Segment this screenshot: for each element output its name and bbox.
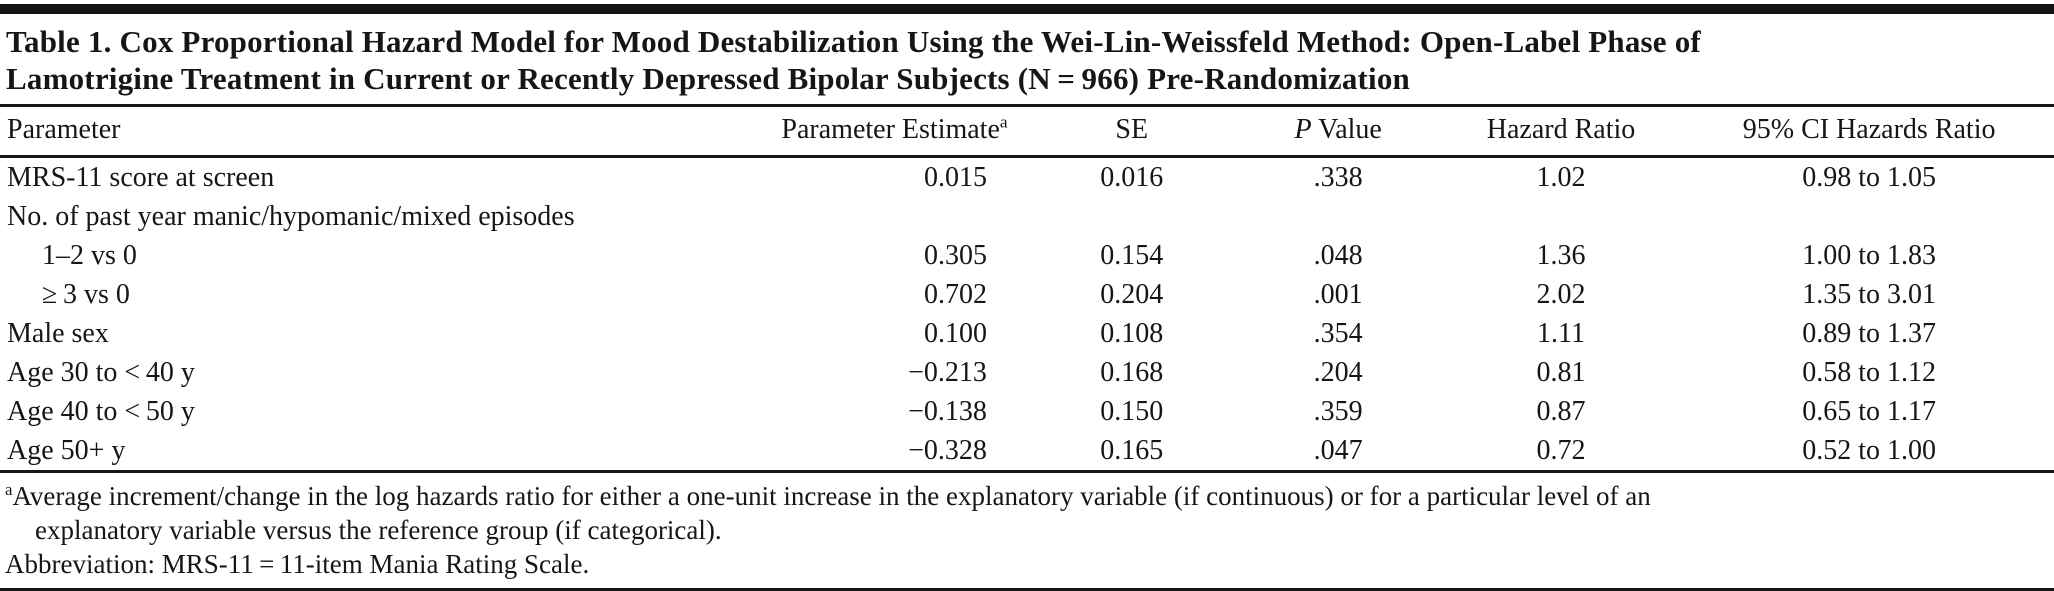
table-top-rule: [0, 4, 2054, 14]
cell-p-value: .001: [1313, 278, 1363, 310]
cell-hazard-ratio: 0.87: [1536, 395, 1586, 427]
abbreviation-note: Abbreviation: MRS-11 = 11-item Mania Rat…: [5, 549, 590, 579]
cell-hazard-ratio: 2.02: [1536, 278, 1586, 310]
table-row-age-40-50: Age 40 to < 50 y −0.138 0.150 .359 0.87 …: [0, 392, 2054, 431]
footnote-a-marker: a: [5, 480, 13, 499]
cell-se: 0.150: [1100, 395, 1164, 427]
cell-parameter: 1–2 vs 0: [42, 239, 137, 271]
column-header-parameter-estimate: Parameter Estimatea: [764, 107, 1025, 158]
cell-parameter: ≥ 3 vs 0: [42, 278, 130, 310]
cell-hazard-ratio: [1438, 197, 1684, 236]
cox-hazard-table: Parameter Parameter Estimatea SE P Value…: [0, 107, 2054, 473]
cell-ci: 1.00 to 1.83: [1802, 239, 1937, 271]
cell-p-value: .359: [1313, 395, 1363, 427]
cell-estimate: 0.100: [923, 317, 987, 349]
column-header-parameter: Parameter: [0, 107, 765, 158]
cell-se: [1025, 197, 1239, 236]
cell-hazard-ratio: 0.72: [1437, 431, 1685, 473]
column-header-ci: 95% CI Hazards Ratio: [1684, 107, 2054, 158]
table-footnotes: aAverage increment/change in the log haz…: [0, 473, 2054, 581]
footnote-a-line-2: explanatory variable versus the referenc…: [35, 515, 722, 545]
cell-parameter: Male sex: [7, 317, 109, 349]
cell-se: 0.154: [1100, 239, 1164, 271]
cell-parameter: MRS-11 score at screen: [7, 161, 275, 193]
cell-estimate: −0.213: [908, 356, 987, 388]
cell-hazard-ratio: 0.81: [1536, 356, 1586, 388]
table-row-male-sex: Male sex 0.100 0.108 .354 1.11 0.89 to 1…: [0, 314, 2054, 353]
cell-ci: 0.98 to 1.05: [1802, 161, 1937, 193]
cell-parameter: No. of past year manic/hypomanic/mixed e…: [7, 200, 575, 232]
cell-p-value: .354: [1313, 317, 1363, 349]
table-title: Table 1. Cox Proportional Hazard Model f…: [0, 14, 2054, 107]
cell-hazard-ratio: 1.02: [1536, 161, 1586, 193]
cell-p-value: .048: [1313, 239, 1363, 271]
cell-p-value: .338: [1313, 161, 1363, 193]
table-title-line-1: Table 1. Cox Proportional Hazard Model f…: [6, 24, 1701, 59]
cell-parameter: Age 40 to < 50 y: [7, 395, 195, 427]
cell-estimate: −0.328: [764, 431, 1025, 473]
table-row-episodes-group: No. of past year manic/hypomanic/mixed e…: [0, 197, 2054, 236]
cell-estimate: 0.305: [923, 239, 987, 271]
table-row-episodes-3plus: ≥ 3 vs 0 0.702 0.204 .001 2.02 1.35 to 3…: [0, 275, 2054, 314]
cell-se: 0.016: [1100, 161, 1164, 193]
footnote-a-line-1: aAverage increment/change in the log haz…: [5, 480, 1651, 511]
cell-ci: 0.65 to 1.17: [1802, 395, 1937, 427]
cell-hazard-ratio: 1.36: [1536, 239, 1586, 271]
cell-ci: 1.35 to 3.01: [1802, 278, 1937, 310]
table-row-age-50plus: Age 50+ y −0.328 0.165 .047 0.72 0.52 to…: [0, 431, 2054, 473]
cell-estimate: −0.138: [908, 395, 987, 427]
cell-se: 0.168: [1100, 356, 1164, 388]
table-title-line-2: Lamotrigine Treatment in Current or Rece…: [6, 61, 1410, 96]
cell-se: 0.108: [1100, 317, 1164, 349]
cell-p-value: .204: [1313, 356, 1363, 388]
cell-ci: 0.58 to 1.12: [1802, 356, 1937, 388]
cell-se: 0.165: [1024, 431, 1239, 473]
cell-ci: [1684, 197, 2054, 236]
cell-ci: 0.52 to 1.00: [1684, 431, 2054, 473]
column-header-se: SE: [1024, 107, 1239, 158]
cell-estimate: [764, 197, 1025, 236]
cell-p-value: .047: [1238, 431, 1438, 473]
header-row: Parameter Parameter Estimatea SE P Value…: [0, 107, 2054, 158]
cell-parameter: Age 30 to < 40 y: [7, 356, 195, 388]
cell-p-value: [1239, 197, 1438, 236]
table-bottom-rule: [0, 588, 2054, 591]
cell-parameter: Age 50+ y: [0, 431, 765, 473]
cell-se: 0.204: [1100, 278, 1164, 310]
table-row-episodes-1-2: 1–2 vs 0 0.305 0.154 .048 1.36 1.00 to 1…: [0, 236, 2054, 275]
cell-ci: 0.89 to 1.37: [1802, 317, 1937, 349]
cell-estimate: 0.702: [923, 278, 987, 310]
table-row-mrs11: MRS-11 score at screen 0.015 0.016 .338 …: [0, 157, 2054, 198]
cell-estimate: 0.015: [923, 161, 987, 193]
cell-hazard-ratio: 1.11: [1537, 317, 1585, 349]
column-header-p-value: P Value: [1238, 107, 1438, 158]
footnote-a-marker: a: [999, 112, 1008, 132]
column-header-hazard-ratio: Hazard Ratio: [1437, 107, 1685, 158]
table-row-age-30-40: Age 30 to < 40 y −0.213 0.168 .204 0.81 …: [0, 353, 2054, 392]
